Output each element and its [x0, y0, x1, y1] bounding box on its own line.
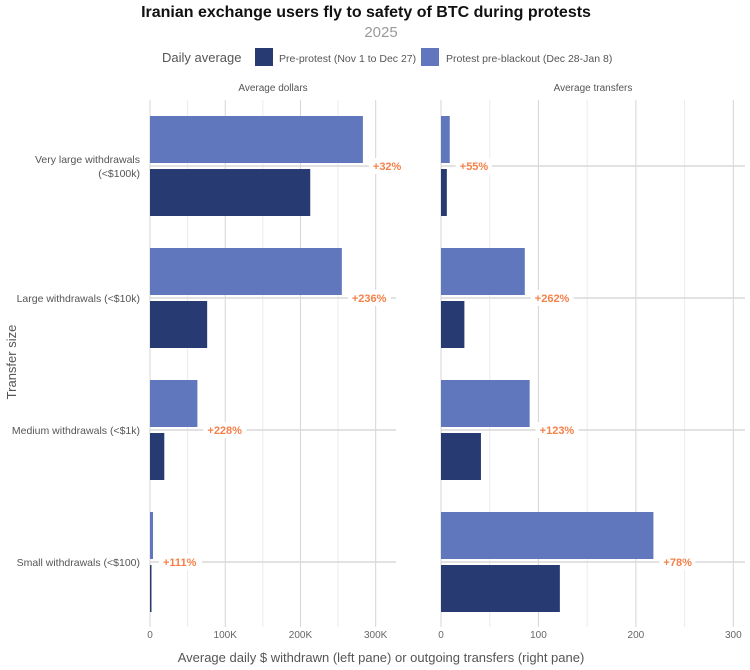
legend-label-protest: Protest pre-blackout (Dec 28-Jan 8) — [446, 53, 612, 65]
bar-protest — [441, 380, 530, 427]
legend-swatch-protest — [421, 48, 439, 66]
annotation-label: +228% — [207, 425, 242, 437]
category-label: (<$100k) — [98, 168, 140, 180]
chart-title: Iranian exchange users fly to safety of … — [141, 4, 591, 21]
annotation-background — [159, 554, 203, 570]
x-tick-label: 200 — [628, 630, 645, 641]
bar-protest — [150, 116, 363, 163]
x-tick-label: 100 — [530, 630, 547, 641]
annotation-label: +236% — [352, 293, 387, 305]
annotation-label: +55% — [460, 161, 489, 173]
legend-title: Daily average — [162, 50, 242, 65]
bar-pre-protest — [150, 433, 165, 480]
x-tick-label: 0 — [147, 630, 153, 641]
category-label: Very large withdrawals — [35, 154, 140, 166]
bar-protest — [441, 512, 654, 559]
legend-swatch-pre-protest — [255, 48, 273, 66]
annotation-background — [530, 290, 574, 306]
annotation-label: +78% — [663, 557, 692, 569]
x-tick-label: 200K — [289, 630, 313, 641]
chart-subtitle: 2025 — [364, 24, 397, 41]
annotation-background — [347, 290, 391, 306]
annotation-label: +111% — [163, 557, 197, 569]
annotation-label: +32% — [373, 161, 402, 173]
legend: Daily average Pre-protest (Nov 1 to Dec … — [162, 48, 612, 66]
category-label: Small withdrawals (<$100) — [17, 557, 140, 569]
annotation-background — [203, 422, 247, 438]
bar-protest — [150, 248, 342, 295]
x-tick-label: 0 — [438, 630, 444, 641]
bar-pre-protest — [441, 301, 465, 348]
bar-pre-protest — [150, 169, 311, 216]
bar-pre-protest — [150, 565, 152, 612]
panel-title: Average dollars — [238, 83, 307, 94]
bar-protest — [441, 248, 525, 295]
annotation-background — [368, 158, 405, 174]
annotation-label: +262% — [535, 293, 570, 305]
x-tick-label: 300K — [364, 630, 388, 641]
x-tick-label: 100K — [214, 630, 238, 641]
annotation-label: +123% — [540, 425, 575, 437]
bar-pre-protest — [150, 301, 208, 348]
bar-protest — [150, 512, 154, 559]
legend-label-pre-protest: Pre-protest (Nov 1 to Dec 27) — [279, 53, 416, 65]
y-axis-label: Transfer size — [4, 325, 19, 400]
bar-protest — [150, 380, 198, 427]
annotation-background — [455, 158, 492, 174]
annotation-background — [659, 554, 696, 570]
panel-title: Average transfers — [554, 83, 633, 94]
bar-pre-protest — [441, 169, 447, 216]
bar-protest — [441, 116, 450, 163]
x-axis-label: Average daily $ withdrawn (left pane) or… — [178, 650, 585, 665]
annotation-background — [535, 422, 579, 438]
bar-pre-protest — [441, 433, 481, 480]
category-label: Medium withdrawals (<$1k) — [12, 425, 140, 437]
x-tick-label: 300 — [725, 630, 742, 641]
bar-pre-protest — [441, 565, 560, 612]
category-label: Large withdrawals (<$10k) — [17, 293, 140, 305]
